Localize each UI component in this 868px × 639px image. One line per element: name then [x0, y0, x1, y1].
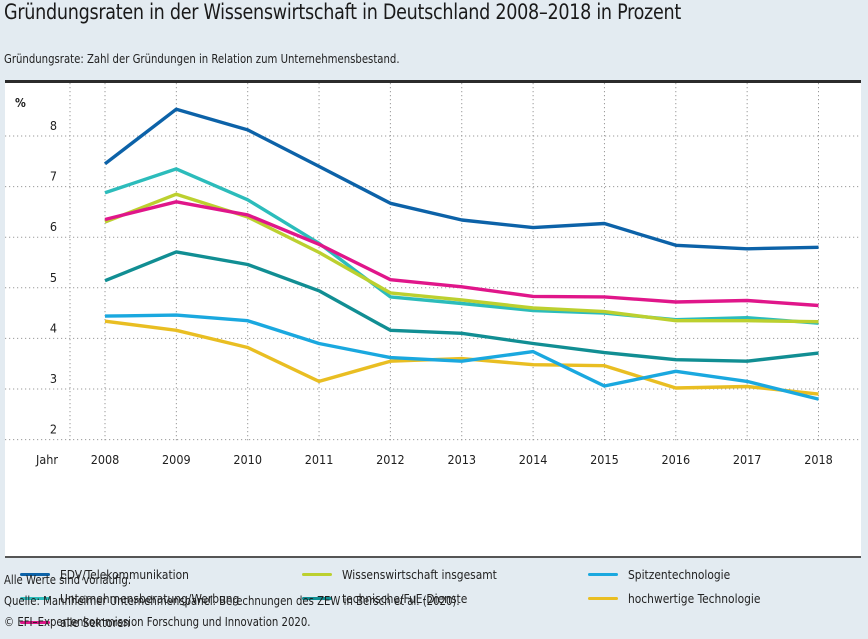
series-line-alle-sektoren — [104, 200, 819, 308]
axis-labels: % Jahr 2 3 4 5 6 7 8 2008 2009 2010 2011 2012 2013 20… — [15, 96, 833, 467]
y-tick-label: 6 — [50, 219, 57, 234]
legend-item: Spitzentechnologie — [588, 567, 736, 582]
x-axis-label: Jahr — [35, 452, 58, 467]
y-tick-label: 3 — [50, 371, 57, 386]
legend-swatch — [588, 573, 618, 576]
x-tick-label: 2010 — [233, 452, 262, 467]
legend-item: EDV/Telekommunikation — [20, 567, 196, 582]
legend-label: technische/FuE-Dienste — [342, 591, 468, 606]
x-tick-label: 2013 — [447, 452, 476, 467]
x-tick-label: 2017 — [733, 452, 762, 467]
legend-swatch — [20, 597, 50, 600]
legend-label: Wissenswirtschaft insgesamt — [342, 567, 497, 582]
y-tick-label: 4 — [50, 320, 57, 335]
legend-swatch — [302, 597, 332, 600]
legend-swatch — [20, 573, 50, 576]
legend: EDV/Telekommunikation Wissenswirtschaft i… — [10, 561, 866, 639]
y-axis-unit-label: % — [15, 96, 26, 110]
x-tick-label: 2011 — [305, 452, 334, 467]
x-tick-label: 2008 — [91, 452, 120, 467]
x-tick-label: 2018 — [804, 452, 833, 467]
footer-source: Quelle: Mannheimer Unternehmenspanel. Be… — [4, 593, 460, 608]
series-line-hochwertige-technologie — [104, 319, 819, 396]
legend-label: Unternehmensberatung/Werbung — [60, 591, 240, 606]
x-tick-label: 2014 — [519, 452, 548, 467]
grid — [5, 83, 861, 443]
series-line-spitzentechnologie — [104, 313, 819, 401]
legend-swatch — [588, 597, 618, 600]
legend-swatch — [302, 573, 332, 576]
legend-label: Spitzentechnologie — [628, 567, 731, 582]
legend-label: hochwertige Technologie — [628, 591, 761, 606]
series-line-technische-fue-dienste — [104, 250, 819, 363]
x-tick-label: 2012 — [376, 452, 405, 467]
series-lines — [103, 107, 819, 401]
legend-item: technische/FuE-Dienste — [302, 591, 474, 606]
series-line-edv-telekommunikation — [103, 107, 819, 251]
y-tick-label: 2 — [50, 422, 57, 437]
footer-note: Alle Werte sind vorläufig. — [4, 572, 132, 587]
footer-copyright: © EFI–Expertenkommission Forschung und I… — [4, 614, 311, 629]
y-tick-label: 7 — [50, 169, 57, 184]
legend-item: hochwertige Technologie — [588, 591, 767, 606]
chart-title: Gründungsraten in der Wissenswirtschaft … — [4, 0, 681, 24]
chart-panel: % Jahr 2 3 4 5 6 7 8 2008 2009 2010 2011 2012 2013 20… — [5, 80, 861, 630]
x-tick-label: 2009 — [162, 452, 191, 467]
legend-item: Wissenswirtschaft insgesamt — [302, 567, 505, 582]
legend-item: Unternehmensberatung/Werbung — [20, 591, 249, 606]
x-tick-label: 2016 — [661, 452, 690, 467]
y-tick-label: 5 — [50, 270, 57, 285]
line-chart: % Jahr 2 3 4 5 6 7 8 2008 2009 2010 2011 2012 2013 20… — [5, 83, 861, 467]
footer: Alle Werte sind vorläufig. Quelle: Mannh… — [4, 569, 510, 632]
legend-label: EDV/Telekommunikation — [60, 567, 189, 582]
x-tick-label: 2015 — [590, 452, 619, 467]
chart-subtitle: Gründungsrate: Zahl der Gründungen in Re… — [4, 51, 400, 66]
y-tick-label: 8 — [50, 118, 57, 133]
